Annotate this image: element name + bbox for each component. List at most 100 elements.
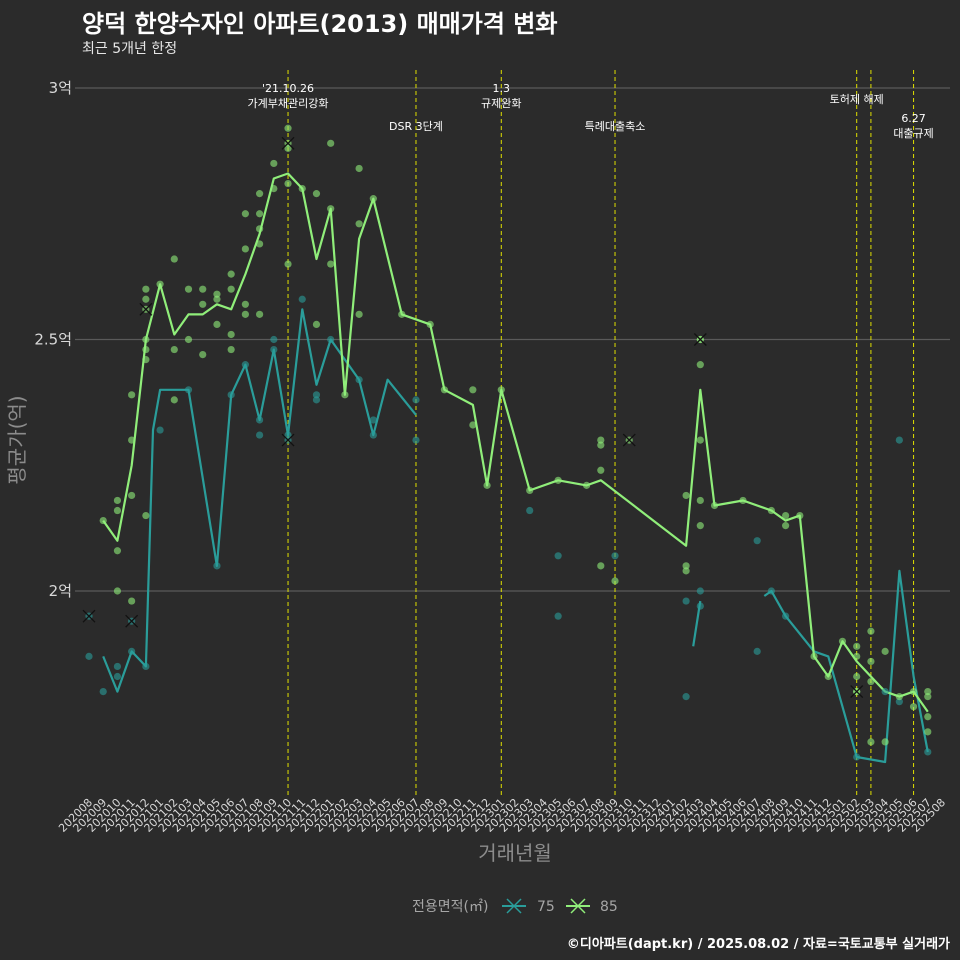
series-85-point	[298, 185, 306, 193]
series-85-point	[767, 506, 776, 515]
series-lines	[102, 172, 929, 764]
series-85-xmark	[622, 433, 636, 447]
series-85-point	[199, 350, 207, 359]
series-85-point	[355, 164, 363, 173]
series-75-point	[682, 693, 690, 701]
series-85-point	[597, 562, 605, 570]
series-85-point	[867, 738, 875, 746]
series-85-point	[199, 300, 207, 308]
series-85-point	[597, 441, 605, 449]
policy-annotation: 특례대출축소	[585, 120, 646, 133]
series-75-point	[241, 361, 249, 369]
series-85-point	[810, 652, 818, 660]
series-85-point	[682, 562, 690, 570]
grid-lines	[75, 87, 950, 592]
series-85-point	[853, 672, 861, 681]
legend-85-label: 85	[600, 899, 618, 915]
series-75-point	[782, 612, 790, 620]
series-85-point	[469, 421, 477, 429]
series-85-point	[909, 703, 918, 711]
series-85-point	[853, 642, 861, 650]
series-75-point	[256, 431, 264, 439]
series-75-point	[312, 391, 321, 399]
series-75-point	[142, 662, 150, 671]
series-85-point	[227, 345, 235, 354]
series-75-line	[102, 308, 417, 693]
series-85-point	[241, 245, 249, 253]
series-85-point	[710, 501, 719, 510]
series-75-point	[256, 416, 264, 424]
series-85-point	[256, 310, 264, 318]
series-85-point	[128, 491, 136, 500]
policy-annotation: 규제완화	[481, 97, 521, 110]
series-85-point	[853, 652, 861, 660]
series-85-point	[924, 688, 932, 696]
series-85-point	[142, 356, 150, 364]
policy-annotation: DSR 3단계	[389, 120, 443, 133]
series-75-point	[554, 552, 562, 560]
series-75-point	[128, 647, 136, 655]
series-75-point	[298, 295, 306, 303]
policy-annotation: 6.27	[901, 112, 926, 125]
x-tick-labels: 2020082020092020102020112020122021012021…	[56, 796, 948, 835]
series-85-point	[241, 300, 249, 308]
series-85-point	[142, 511, 150, 520]
series-75-point	[227, 391, 235, 399]
series-75-point	[696, 587, 704, 595]
series-85-point	[270, 185, 278, 193]
series-75-point	[113, 672, 122, 681]
series-85-point	[796, 511, 804, 520]
series-85-point	[284, 260, 292, 268]
series-85-point	[256, 210, 264, 218]
series-85-point	[156, 280, 164, 288]
series-75-point	[85, 652, 93, 660]
legend-85-x-icon	[570, 898, 586, 914]
series-75-point	[412, 436, 420, 444]
series-85-point	[113, 547, 122, 555]
series-85-xmark	[281, 136, 295, 150]
series-85-point	[696, 361, 704, 369]
series-85-point	[142, 345, 150, 354]
series-85-point	[497, 386, 505, 394]
series-75-point	[213, 562, 221, 570]
series-75-xmark	[281, 433, 295, 447]
y-tick-label: 2.5억	[34, 331, 72, 349]
series-75-xmark	[82, 609, 96, 623]
series-85-point	[113, 496, 122, 505]
series-85-point	[696, 496, 704, 505]
x-axis-title: 거래년월	[478, 841, 552, 865]
series-85-point	[611, 577, 619, 585]
series-85-point	[184, 335, 193, 344]
series-75-point	[753, 537, 761, 545]
series-75-point	[369, 431, 377, 439]
series-85-point	[355, 310, 363, 318]
series-85-point	[227, 330, 235, 339]
series-85-point	[312, 190, 321, 198]
series-85-point	[199, 285, 207, 293]
series-85-point	[327, 205, 335, 213]
series-75-point	[327, 335, 335, 344]
series-points	[85, 124, 932, 761]
series-85-point	[284, 124, 292, 132]
series-75-point	[184, 386, 193, 394]
series-85-xmark	[850, 685, 864, 699]
series-75-point	[355, 376, 363, 384]
series-75-point	[284, 431, 292, 439]
series-85-xmark	[693, 333, 707, 346]
series-75-point	[895, 436, 903, 444]
chart-title: 양덕 한양수자인 아파트(2013) 매매가격 변화	[82, 10, 558, 38]
series-85-point	[696, 436, 704, 444]
legend-75-label: 75	[537, 899, 555, 915]
series-85-point	[256, 190, 264, 198]
series-85-point	[526, 486, 534, 494]
series-85-point	[241, 310, 249, 318]
series-85-point	[284, 144, 292, 152]
series-85-point	[824, 672, 832, 681]
series-85-point	[270, 159, 278, 168]
series-85-point	[170, 255, 178, 263]
y-tick-label: 2억	[49, 582, 72, 600]
series-75-xmark	[125, 614, 139, 628]
series-75-point	[526, 506, 534, 515]
legend-title: 전용면적(㎡)	[412, 899, 488, 915]
